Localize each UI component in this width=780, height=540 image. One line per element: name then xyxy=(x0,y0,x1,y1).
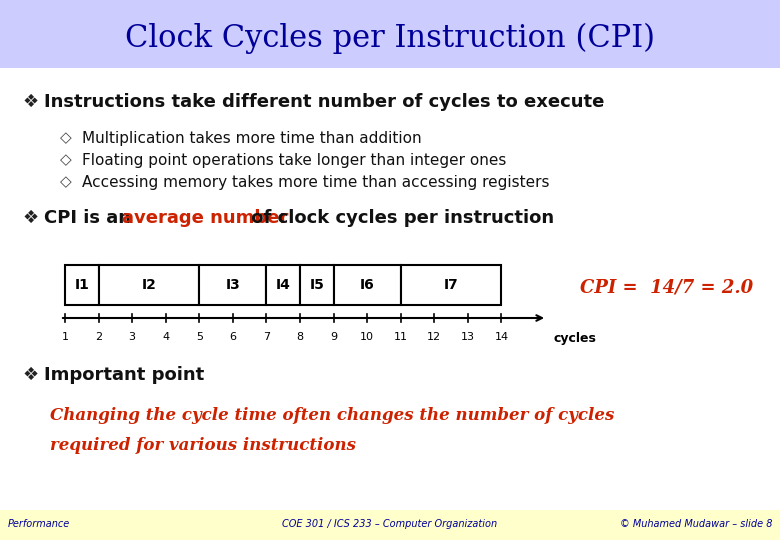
Text: 9: 9 xyxy=(330,332,337,342)
Text: I6: I6 xyxy=(360,278,374,292)
Text: Multiplication takes more time than addition: Multiplication takes more time than addi… xyxy=(82,131,422,145)
Bar xyxy=(65,265,98,305)
Text: 3: 3 xyxy=(129,332,136,342)
Text: 1: 1 xyxy=(62,332,69,342)
Text: ◇: ◇ xyxy=(60,131,72,145)
Text: average number: average number xyxy=(122,209,289,227)
Text: of clock cycles per instruction: of clock cycles per instruction xyxy=(245,209,554,227)
Bar xyxy=(199,265,267,305)
Text: 10: 10 xyxy=(360,332,374,342)
Text: Performance: Performance xyxy=(8,519,70,529)
Text: 13: 13 xyxy=(461,332,475,342)
Text: ❖: ❖ xyxy=(22,93,38,111)
Text: 7: 7 xyxy=(263,332,270,342)
Text: Important point: Important point xyxy=(44,366,204,384)
Text: Floating point operations take longer than integer ones: Floating point operations take longer th… xyxy=(82,152,506,167)
Text: required for various instructions: required for various instructions xyxy=(50,436,356,454)
Text: I4: I4 xyxy=(276,278,291,292)
Bar xyxy=(300,265,334,305)
Text: Clock Cycles per Instruction (CPI): Clock Cycles per Instruction (CPI) xyxy=(125,22,655,53)
Bar xyxy=(0,0,780,68)
Text: 6: 6 xyxy=(229,332,236,342)
Text: 11: 11 xyxy=(394,332,408,342)
Text: 4: 4 xyxy=(162,332,169,342)
Text: I3: I3 xyxy=(225,278,240,292)
Text: 12: 12 xyxy=(427,332,441,342)
Bar xyxy=(0,510,780,540)
Text: © Muhamed Mudawar – slide 8: © Muhamed Mudawar – slide 8 xyxy=(619,519,772,529)
Text: ◇: ◇ xyxy=(60,174,72,190)
Text: ❖: ❖ xyxy=(22,209,38,227)
Bar xyxy=(401,265,502,305)
Text: cycles: cycles xyxy=(553,332,596,345)
Bar xyxy=(98,265,199,305)
Text: Instructions take different number of cycles to execute: Instructions take different number of cy… xyxy=(44,93,604,111)
Text: I2: I2 xyxy=(141,278,156,292)
Text: 5: 5 xyxy=(196,332,203,342)
Text: I7: I7 xyxy=(444,278,459,292)
Text: 8: 8 xyxy=(296,332,303,342)
Bar xyxy=(267,265,300,305)
Text: I5: I5 xyxy=(310,278,324,292)
Text: Changing the cycle time often changes the number of cycles: Changing the cycle time often changes th… xyxy=(50,407,615,423)
Text: CPI =  14/7 = 2.0: CPI = 14/7 = 2.0 xyxy=(580,279,753,297)
Text: CPI is an: CPI is an xyxy=(44,209,137,227)
Bar xyxy=(334,265,401,305)
Text: 14: 14 xyxy=(495,332,509,342)
Text: ❖: ❖ xyxy=(22,366,38,384)
Text: Accessing memory takes more time than accessing registers: Accessing memory takes more time than ac… xyxy=(82,174,549,190)
Text: ◇: ◇ xyxy=(60,152,72,167)
Text: 2: 2 xyxy=(95,332,102,342)
Text: I1: I1 xyxy=(74,278,89,292)
Text: COE 301 / ICS 233 – Computer Organization: COE 301 / ICS 233 – Computer Organizatio… xyxy=(282,519,498,529)
